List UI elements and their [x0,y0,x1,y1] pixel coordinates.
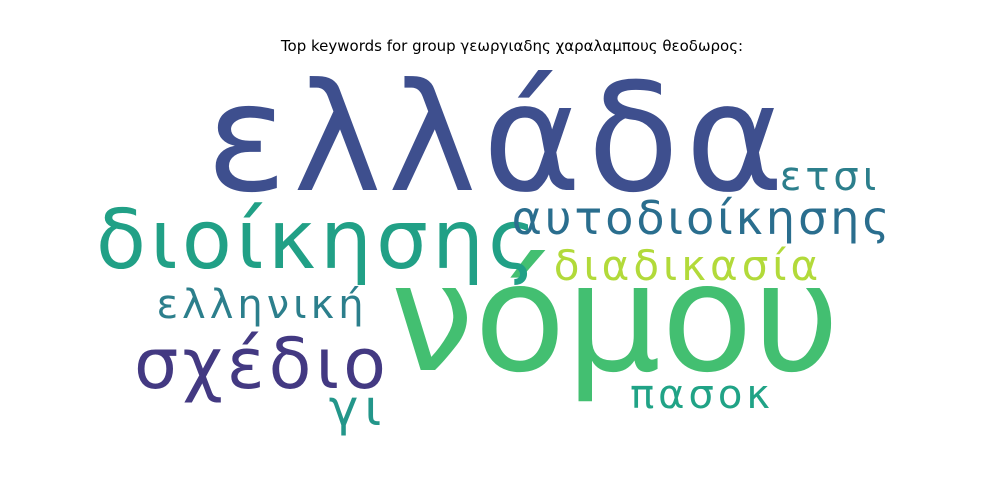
word-8: ετσι [780,154,881,200]
word-4: αυτοδιοίκησης [512,191,893,245]
word-7: ελληνική [156,282,367,328]
word-2: νόμου [390,232,840,406]
word-6: διαδικασία [554,241,822,290]
chart-title: Top keywords for group γεωργιαδης χαραλα… [280,37,744,55]
word-5: σχέδιο [134,323,390,405]
word-3: διοίκησης [96,193,540,288]
word-1: ελλάδα [206,52,790,226]
word-9: πασοκ [630,372,774,418]
word-10: γι [329,379,388,437]
